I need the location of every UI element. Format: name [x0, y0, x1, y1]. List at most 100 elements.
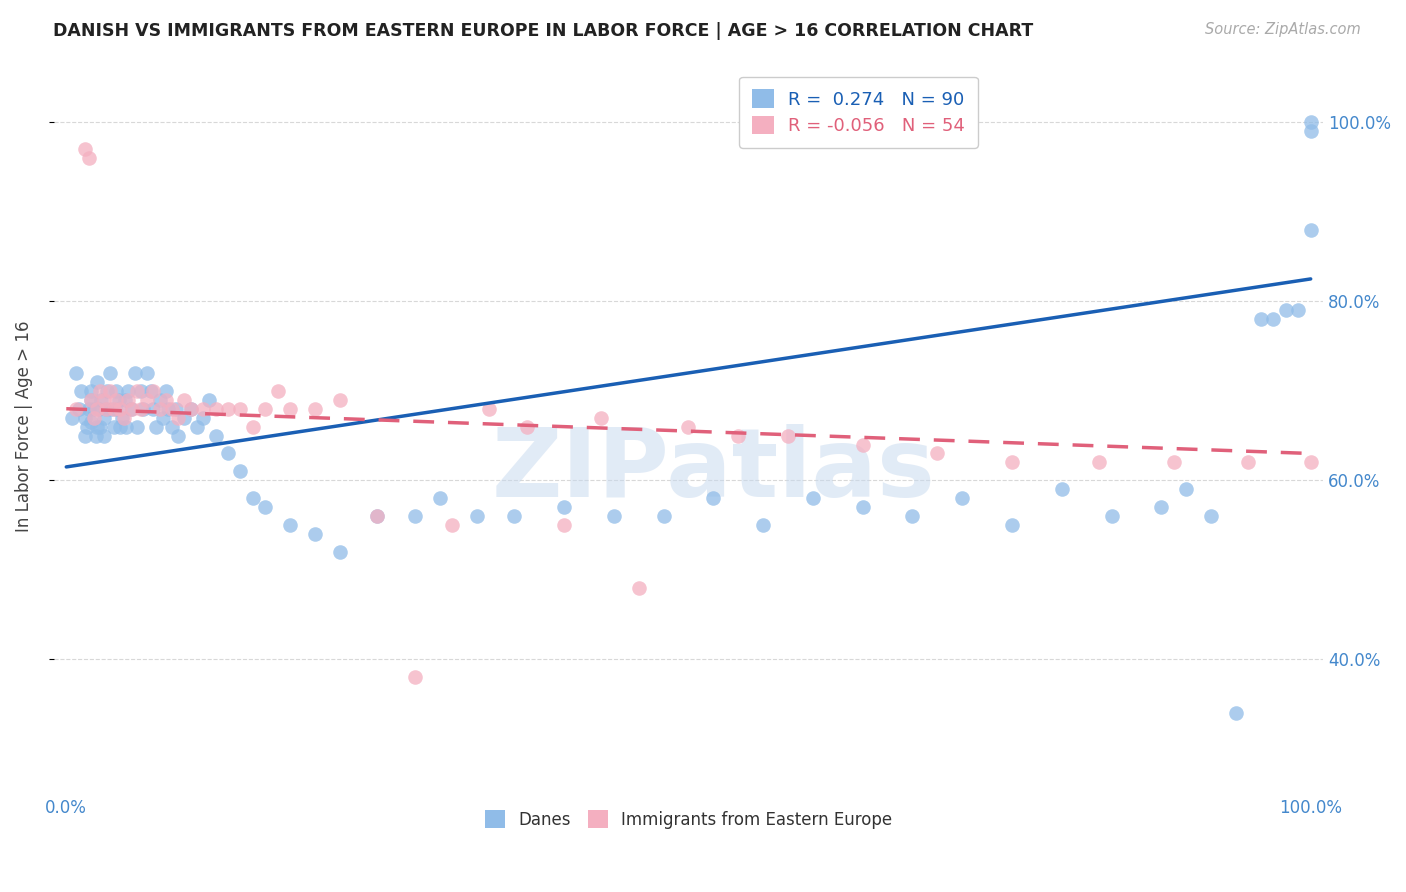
Point	[1088, 455, 1111, 469]
Point	[1163, 455, 1185, 469]
Point	[77, 401, 100, 416]
Point	[191, 401, 214, 416]
Point	[165, 401, 187, 416]
Point	[627, 581, 650, 595]
Point	[160, 419, 183, 434]
Text: ZIPatlas: ZIPatlas	[492, 424, 936, 516]
Point	[267, 384, 290, 398]
Point	[801, 491, 824, 506]
Point	[90, 392, 112, 407]
Point	[73, 410, 96, 425]
Point	[70, 384, 93, 398]
Point	[217, 401, 239, 416]
Point	[254, 500, 277, 515]
Point	[76, 419, 98, 434]
Point	[94, 401, 117, 416]
Point	[366, 509, 388, 524]
Point	[80, 415, 103, 429]
Point	[304, 527, 326, 541]
Point	[105, 392, 128, 407]
Point	[80, 384, 103, 398]
Point	[950, 491, 973, 506]
Point	[1175, 483, 1198, 497]
Point	[129, 384, 152, 398]
Point	[87, 401, 110, 416]
Point	[157, 401, 180, 416]
Point	[149, 401, 172, 416]
Point	[304, 401, 326, 416]
Point	[103, 401, 125, 416]
Point	[329, 545, 352, 559]
Point	[1250, 312, 1272, 326]
Point	[89, 419, 111, 434]
Point	[478, 401, 501, 416]
Point	[115, 419, 138, 434]
Point	[117, 384, 139, 398]
Point	[94, 401, 117, 416]
Point	[86, 375, 108, 389]
Point	[108, 401, 131, 416]
Point	[1299, 124, 1322, 138]
Point	[77, 151, 100, 165]
Point	[204, 401, 226, 416]
Point	[1237, 455, 1260, 469]
Point	[136, 366, 159, 380]
Point	[103, 419, 125, 434]
Point	[86, 401, 108, 416]
Point	[1199, 509, 1222, 524]
Point	[852, 437, 875, 451]
Point	[191, 410, 214, 425]
Point	[465, 509, 488, 524]
Point	[83, 410, 105, 425]
Point	[105, 384, 128, 398]
Point	[127, 419, 149, 434]
Point	[186, 419, 208, 434]
Point	[117, 392, 139, 407]
Point	[180, 401, 202, 416]
Point	[652, 509, 675, 524]
Point	[901, 509, 924, 524]
Point	[776, 428, 799, 442]
Point	[65, 401, 87, 416]
Point	[136, 392, 159, 407]
Point	[145, 419, 167, 434]
Point	[100, 401, 122, 416]
Point	[142, 384, 165, 398]
Point	[86, 419, 108, 434]
Point	[105, 401, 128, 416]
Point	[278, 518, 301, 533]
Point	[927, 446, 949, 460]
Point	[603, 509, 626, 524]
Point	[591, 410, 613, 425]
Point	[173, 392, 195, 407]
Point	[516, 419, 538, 434]
Point	[132, 401, 155, 416]
Point	[73, 142, 96, 156]
Point	[1299, 222, 1322, 236]
Point	[139, 384, 162, 398]
Point	[278, 401, 301, 416]
Point	[107, 392, 129, 407]
Point	[80, 392, 103, 407]
Point	[173, 410, 195, 425]
Point	[727, 428, 749, 442]
Point	[1286, 303, 1309, 318]
Point	[366, 509, 388, 524]
Point	[142, 401, 165, 416]
Point	[155, 384, 177, 398]
Point	[152, 410, 174, 425]
Point	[149, 392, 172, 407]
Point	[553, 518, 575, 533]
Point	[114, 392, 136, 407]
Point	[702, 491, 724, 506]
Point	[129, 401, 152, 416]
Text: Source: ZipAtlas.com: Source: ZipAtlas.com	[1205, 22, 1361, 37]
Point	[242, 419, 264, 434]
Point	[93, 410, 115, 425]
Point	[1001, 518, 1024, 533]
Point	[180, 401, 202, 416]
Point	[1101, 509, 1123, 524]
Point	[404, 670, 426, 684]
Point	[83, 401, 105, 416]
Point	[229, 401, 252, 416]
